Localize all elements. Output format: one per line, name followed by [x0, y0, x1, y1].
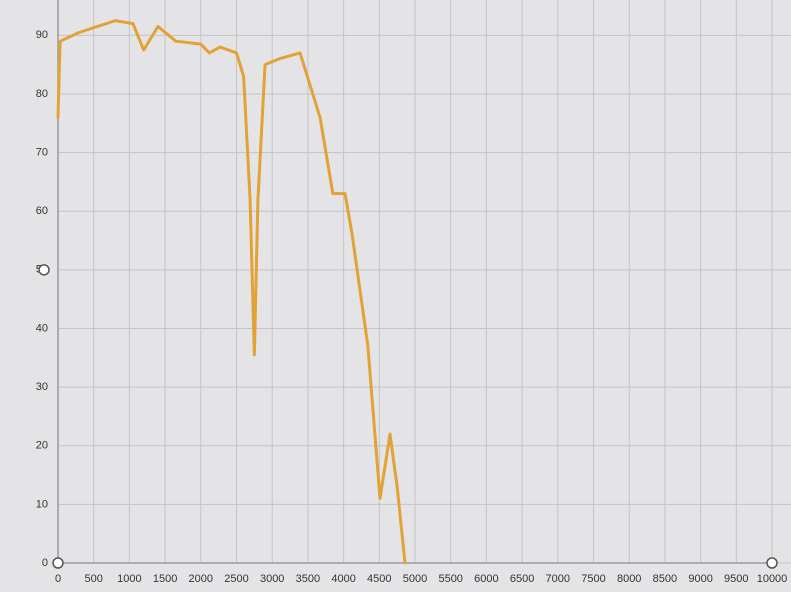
y-tick-label: 70: [36, 146, 48, 158]
y-tick-label: 60: [36, 205, 48, 217]
y-tick-label: 90: [36, 29, 48, 41]
x-tick-label: 5500: [438, 573, 462, 585]
x-tick-label: 5000: [403, 573, 427, 585]
x-tick-label: 9000: [688, 573, 712, 585]
y-tick-label: 40: [36, 322, 48, 334]
x-tick-label: 6000: [474, 573, 498, 585]
x-tick-label: 4000: [331, 573, 355, 585]
x-tick-label: 3500: [296, 573, 320, 585]
x-tick-label: 4500: [367, 573, 391, 585]
x-tick-label: 9500: [724, 573, 748, 585]
x-tick-label: 8000: [617, 573, 641, 585]
x-tick-label: 0: [55, 573, 61, 585]
x-tick-label: 2500: [224, 573, 248, 585]
x-tick-label: 500: [85, 573, 103, 585]
axis-handle: [766, 557, 778, 569]
x-tick-label: 7000: [546, 573, 570, 585]
x-tick-label: 1000: [117, 573, 141, 585]
data-line: [56, 19, 407, 565]
x-tick-label: 2000: [189, 573, 213, 585]
y-tick-label: 20: [36, 440, 48, 452]
x-tick-label: 6500: [510, 573, 534, 585]
axis-handle: [38, 264, 50, 276]
y-tick-label: 30: [36, 381, 48, 393]
y-tick-label: 0: [42, 557, 48, 569]
x-tick-label: 7500: [581, 573, 605, 585]
axis-handle: [52, 557, 64, 569]
x-tick-label: 10000: [757, 573, 788, 585]
x-tick-label: 8500: [653, 573, 677, 585]
y-tick-label: 80: [36, 88, 48, 100]
y-tick-label: 10: [36, 498, 48, 510]
x-tick-label: 3000: [260, 573, 284, 585]
x-tick-label: 1500: [153, 573, 177, 585]
